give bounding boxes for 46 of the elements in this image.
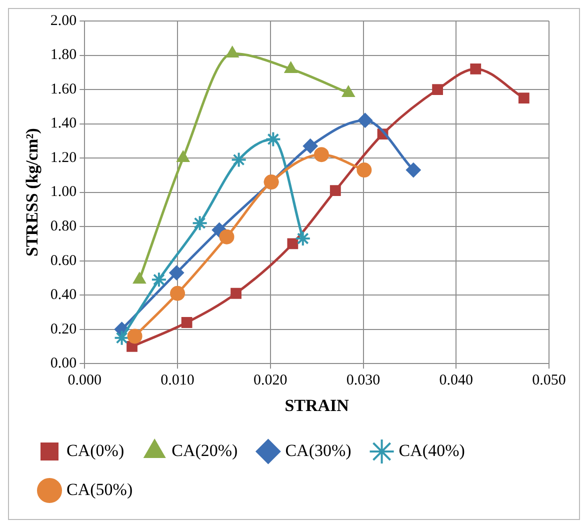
point: [294, 230, 311, 247]
point: [127, 328, 142, 344]
legend-label: CA(30%): [285, 440, 352, 460]
y-tick-label: 0.40: [50, 287, 77, 304]
y-tick-label: 1.40: [50, 116, 77, 132]
point: [518, 92, 530, 104]
x-tick-label: 0.000: [68, 372, 102, 389]
y-tick-label: 0.60: [50, 252, 77, 269]
point: [230, 152, 247, 168]
point: [170, 286, 186, 301]
y-tick-label: 1.00: [50, 184, 77, 200]
point: [302, 138, 318, 154]
y-tick-label: 0.00: [50, 356, 77, 372]
point: [406, 162, 421, 178]
legend-label: CA(40%): [398, 440, 465, 460]
y-tick-label: 1.80: [50, 47, 77, 64]
point: [114, 330, 130, 346]
point: [219, 229, 234, 244]
x-axis-title: STRAIN: [284, 396, 350, 416]
y-tick-label: 1.60: [50, 81, 77, 98]
legend-label: CA(0%): [66, 440, 124, 460]
point: [169, 265, 184, 280]
y-tick-label: 2.00: [50, 12, 77, 29]
y-axis-title: STRESS (kg/cm²): [22, 128, 42, 256]
point: [192, 215, 208, 232]
point: [150, 272, 167, 288]
point: [287, 238, 298, 250]
point: [181, 317, 192, 328]
point: [265, 131, 282, 148]
point: [356, 162, 372, 178]
y-tick-label: 0.80: [50, 218, 77, 234]
x-tick-label: 0.020: [254, 372, 288, 389]
point: [432, 84, 444, 95]
point: [358, 112, 373, 128]
legend-label: CA(50%): [66, 480, 133, 499]
x-tick-label: 0.050: [532, 372, 566, 389]
x-tick-label: 0.040: [439, 372, 474, 389]
legend-label: CA(20%): [172, 440, 238, 460]
point: [330, 185, 341, 196]
point: [470, 64, 482, 74]
y-tick-label: 1.20: [50, 150, 77, 166]
x-tick-label: 0.030: [346, 372, 380, 389]
point: [230, 288, 242, 299]
y-tick-label: 0.20: [50, 321, 77, 338]
x-tick-label: 0.010: [160, 372, 194, 389]
point: [314, 147, 329, 162]
